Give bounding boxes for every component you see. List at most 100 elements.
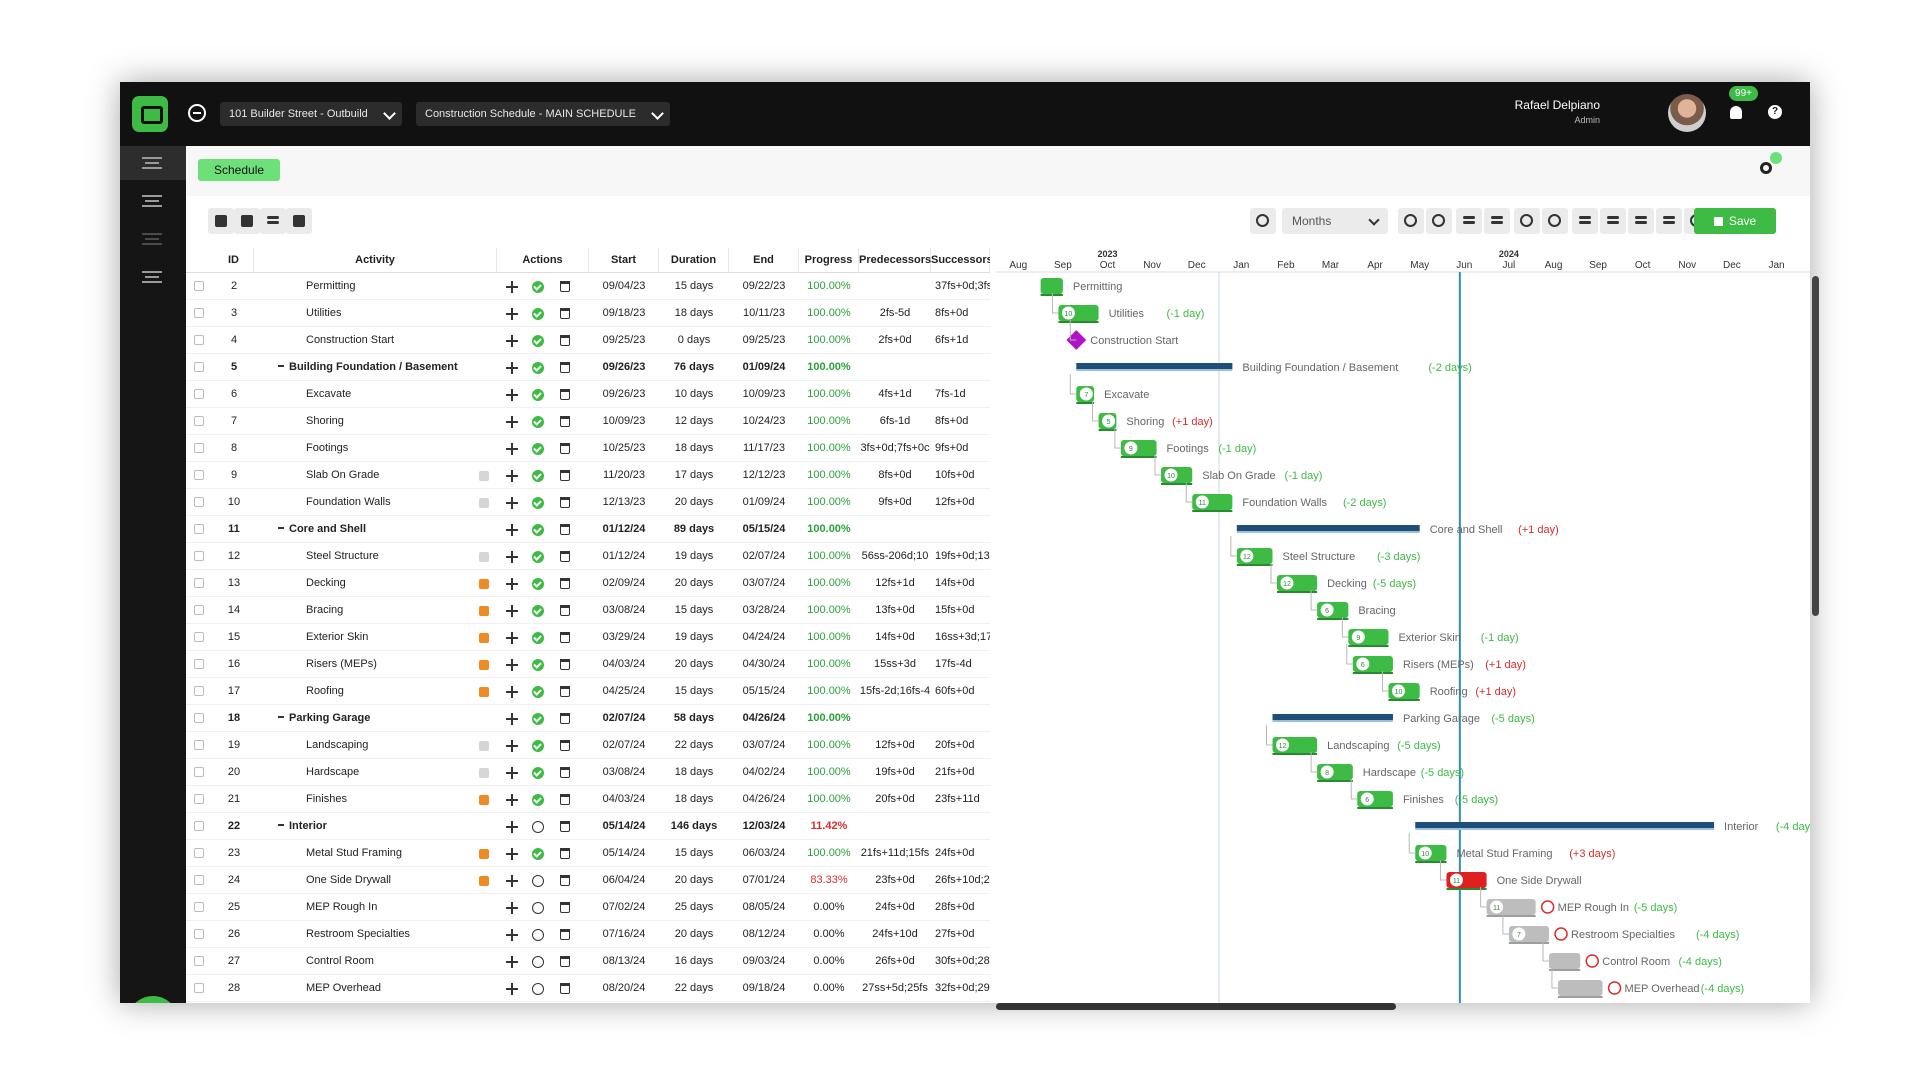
row-progress[interactable]: 100.00% — [807, 334, 851, 346]
collapse-icon[interactable] — [278, 527, 284, 529]
row-activity[interactable]: Utilities — [254, 300, 497, 327]
add-icon[interactable] — [506, 578, 518, 590]
row-successors[interactable]: 10fs+0d — [935, 469, 975, 481]
row-activity[interactable]: Shoring — [254, 408, 497, 435]
row-successors[interactable]: 23fs+11d — [935, 793, 980, 805]
status-icon[interactable] — [532, 983, 544, 995]
add-icon[interactable] — [506, 443, 518, 455]
column-header-activity[interactable]: Activity — [254, 248, 497, 272]
add-icon[interactable] — [506, 767, 518, 779]
status-icon[interactable] — [532, 632, 544, 644]
row-end[interactable]: 04/02/24 — [742, 766, 786, 778]
row-end[interactable]: 01/09/24 — [742, 361, 786, 373]
row-checkbox[interactable] — [194, 632, 204, 642]
status-icon[interactable] — [532, 659, 544, 671]
status-icon[interactable] — [532, 443, 544, 455]
table-row[interactable]: 7 Shoring 10/09/23 12 days 10/24/23 100.00% 6f… — [186, 408, 990, 435]
row-duration[interactable]: 20 days — [674, 577, 714, 589]
undo-button[interactable] — [1398, 208, 1424, 234]
row-start[interactable]: 09/26/23 — [602, 388, 646, 400]
row-predecessors[interactable]: 24fs+0d — [875, 901, 915, 913]
row-duration[interactable]: 25 days — [674, 901, 714, 913]
status-icon[interactable] — [532, 281, 544, 293]
note-icon[interactable] — [479, 552, 489, 562]
row-duration[interactable]: 19 days — [674, 631, 714, 643]
row-progress[interactable]: 100.00% — [807, 442, 851, 454]
add-icon[interactable] — [506, 821, 518, 833]
row-end[interactable]: 04/26/24 — [742, 793, 786, 805]
row-activity[interactable]: Steel Structure — [254, 543, 497, 570]
schedule-select[interactable]: Construction Schedule - MAIN SCHEDULE — [416, 102, 670, 126]
row-start[interactable]: 09/18/23 — [602, 307, 646, 319]
row-end[interactable]: 03/07/24 — [742, 577, 786, 589]
note-icon[interactable] — [479, 633, 489, 643]
row-checkbox[interactable] — [194, 956, 204, 966]
row-checkbox[interactable] — [194, 740, 204, 750]
add-icon[interactable] — [506, 983, 518, 995]
row-start[interactable]: 05/14/24 — [602, 820, 646, 832]
row-end[interactable]: 03/28/24 — [742, 604, 786, 616]
status-icon[interactable] — [532, 767, 544, 779]
bell-icon[interactable] — [1730, 106, 1742, 119]
note-icon[interactable] — [479, 741, 489, 751]
row-end[interactable]: 07/01/24 — [742, 874, 786, 886]
row-activity[interactable]: Decking — [254, 570, 497, 597]
redo-button[interactable] — [1426, 208, 1452, 234]
table-row[interactable]: 11 Core and Shell 01/12/24 89 days 05/15/24 1… — [186, 516, 990, 543]
row-activity[interactable]: Interior — [254, 813, 497, 840]
add-icon[interactable] — [506, 308, 518, 320]
add-icon[interactable] — [506, 281, 518, 293]
horizontal-scrollbar[interactable] — [996, 1003, 1396, 1010]
row-predecessors[interactable]: 4fs+1d — [878, 388, 912, 400]
trash-icon[interactable] — [560, 551, 570, 562]
table-row[interactable]: 2 Permitting 09/04/23 15 days 09/22/23 100.00… — [186, 273, 990, 300]
alert-icon[interactable] — [1540, 900, 1555, 914]
table-row[interactable]: 4 Construction Start 09/25/23 0 days 09/25/2… — [186, 327, 990, 354]
row-predecessors[interactable]: 56ss-206d;10 — [861, 550, 929, 562]
row-checkbox[interactable] — [194, 686, 204, 696]
vertical-scrollbar[interactable] — [1812, 276, 1819, 616]
column-header-id[interactable]: ID — [214, 248, 254, 272]
row-checkbox[interactable] — [194, 713, 204, 723]
add-icon[interactable] — [506, 524, 518, 536]
row-activity[interactable]: Restroom Specialties — [254, 921, 497, 948]
add-icon[interactable] — [506, 497, 518, 509]
table-row[interactable]: 18 Parking Garage 02/07/24 58 days 04/26/24 1… — [186, 705, 990, 732]
row-end[interactable]: 02/07/24 — [742, 550, 786, 562]
column-header-predecessors[interactable]: Predecessors — [859, 248, 931, 272]
column-header-start[interactable]: Start — [589, 248, 659, 272]
row-checkbox[interactable] — [194, 929, 204, 939]
row-successors[interactable]: 14fs+0d — [935, 577, 975, 589]
row-predecessors[interactable]: 2fs-5d — [879, 307, 911, 319]
row-end[interactable]: 08/05/24 — [742, 901, 786, 913]
chat-button[interactable] — [127, 996, 179, 1003]
sidebar-item-lookahead[interactable] — [120, 184, 186, 218]
row-progress[interactable]: 100.00% — [807, 496, 851, 508]
row-end[interactable]: 10/24/23 — [742, 415, 786, 427]
status-icon[interactable] — [532, 794, 544, 806]
row-start[interactable]: 01/12/24 — [602, 550, 646, 562]
row-activity[interactable]: Excavate — [254, 381, 497, 408]
row-activity[interactable]: Control Room — [254, 948, 497, 975]
table-row[interactable]: 24 One Side Drywall 06/04/24 20 days 07/01/2… — [186, 867, 990, 894]
trash-icon[interactable] — [560, 281, 570, 292]
row-progress[interactable]: 100.00% — [807, 685, 851, 697]
row-successors[interactable]: 6fs+1d — [935, 334, 969, 346]
unlink-button[interactable] — [1542, 208, 1568, 234]
table-row[interactable]: 15 Exterior Skin 03/29/24 19 days 04/24/24 10… — [186, 624, 990, 651]
row-checkbox[interactable] — [194, 821, 204, 831]
expand-all-button[interactable] — [1572, 208, 1598, 234]
add-icon[interactable] — [506, 929, 518, 941]
trash-icon[interactable] — [560, 632, 570, 643]
row-activity[interactable]: Footings — [254, 435, 497, 462]
table-row[interactable]: 27 Control Room 08/13/24 16 days 09/03/24 0.0… — [186, 948, 990, 975]
row-predecessors[interactable]: 6fs-1d — [879, 415, 911, 427]
table-row[interactable]: 6 Excavate 09/26/23 10 days 10/09/23 100.00% 4… — [186, 381, 990, 408]
trash-icon[interactable] — [560, 875, 570, 886]
row-predecessors[interactable]: 21fs+11d;15fs — [860, 847, 930, 859]
outdent-button[interactable] — [1484, 208, 1510, 234]
trash-icon[interactable] — [560, 740, 570, 751]
row-predecessors[interactable]: 8fs+0d — [878, 469, 912, 481]
row-checkbox[interactable] — [194, 551, 204, 561]
row-start[interactable]: 04/03/24 — [602, 658, 646, 670]
